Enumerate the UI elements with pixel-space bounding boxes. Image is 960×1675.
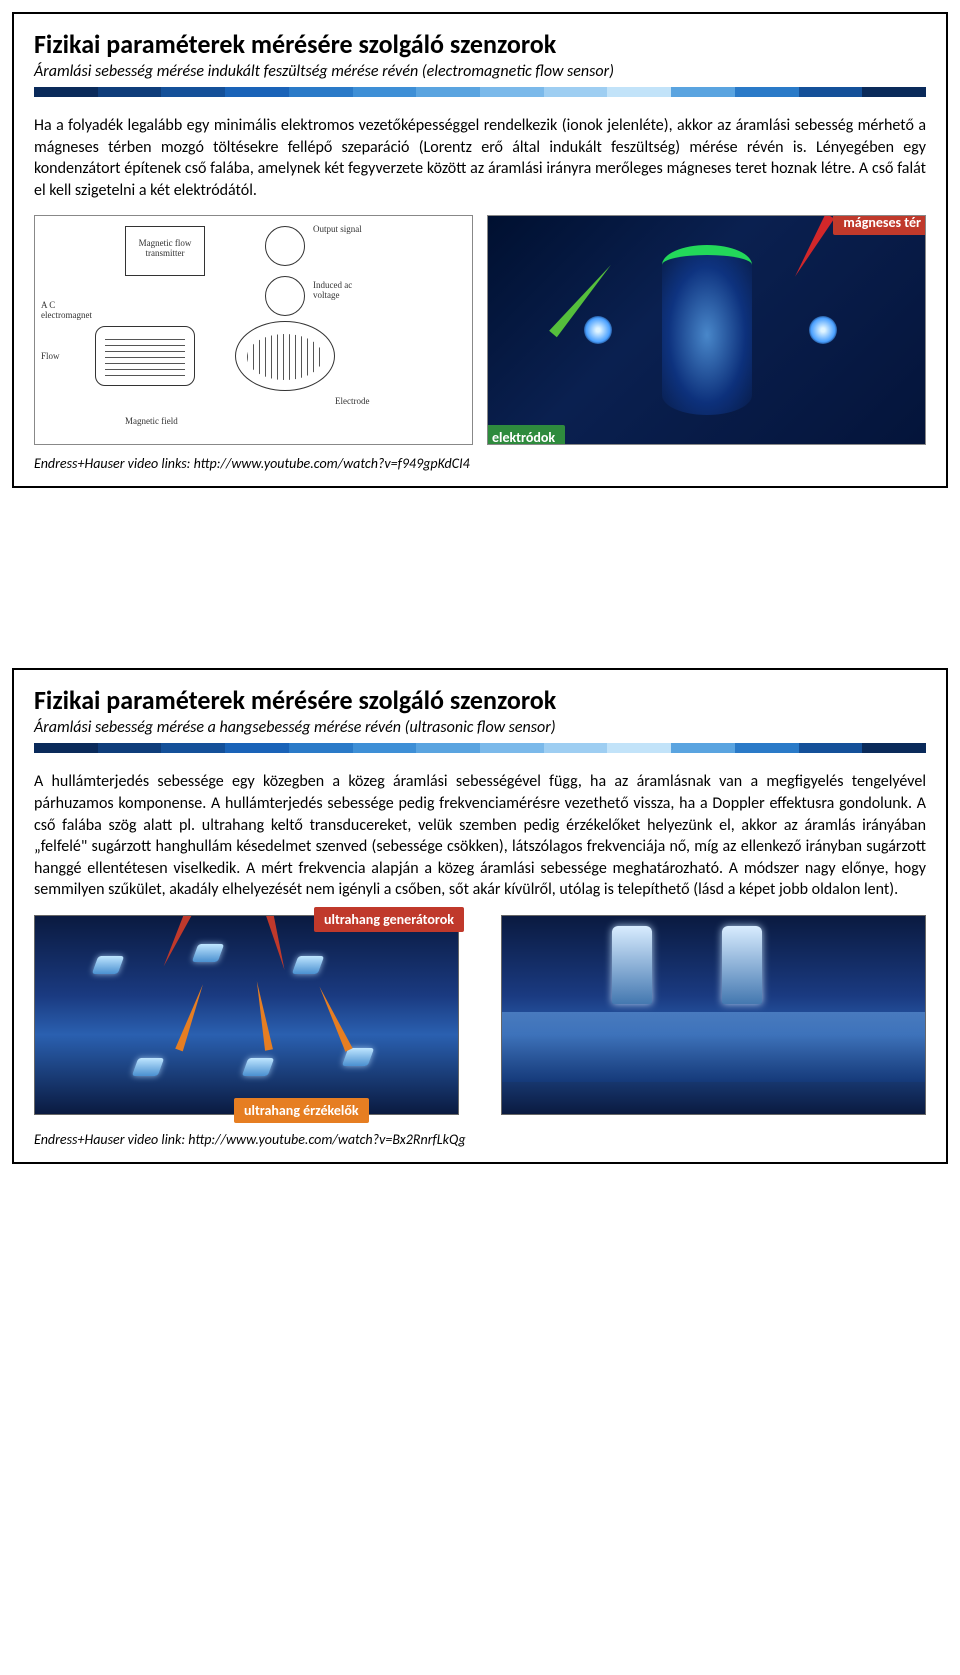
slide2-subtitle: Áramlási sebesség mérése a hangsebesség … — [34, 718, 926, 737]
label-ac-electro: A C electromagnet — [41, 300, 101, 320]
slide1-title: Fizikai paraméterek mérésére szolgáló sz… — [34, 28, 926, 60]
decorative-color-bar — [34, 87, 926, 97]
us-panel-inside — [34, 915, 459, 1115]
tag-ultrasound-sens: ultrahang érzékelők — [234, 1098, 369, 1123]
slide2-title: Fizikai paraméterek mérésére szolgáló sz… — [34, 684, 926, 716]
slide1-footer-link[interactable]: Endress+Hauser video links: http://www.y… — [34, 455, 926, 472]
slide1-body: Ha a folyadék legalább egy minimális ele… — [34, 115, 926, 201]
tag-magnetic-field: mágneses tér — [833, 215, 926, 235]
slide1-figures: Magnetic flow transmitter Output signal … — [34, 215, 926, 445]
tag-electrodes: elektródok — [487, 425, 565, 445]
slide2-figure-wrap: ultrahang generátorok — [34, 915, 926, 1115]
us-panel-outside — [501, 915, 926, 1115]
tag-ultrasound-gen: ultrahang generátorok — [314, 907, 464, 932]
label-magfield: Magnetic field — [125, 416, 178, 426]
slide-ultrasonic: Fizikai paraméterek mérésére szolgáló sz… — [12, 668, 948, 1164]
slide2-footer-link[interactable]: Endress+Hauser video link: http://www.yo… — [34, 1131, 926, 1148]
schematic-diagram: Magnetic flow transmitter Output signal … — [34, 215, 473, 445]
decorative-color-bar — [34, 743, 926, 753]
slide-electromagnetic: Fizikai paraméterek mérésére szolgáló sz… — [12, 12, 948, 488]
label-output: Output signal — [313, 224, 362, 234]
slide2-body: A hullámterjedés sebessége egy közegben … — [34, 771, 926, 901]
label-transmitter: Magnetic flow transmitter — [133, 238, 197, 258]
label-flow: Flow — [41, 351, 60, 361]
slide1-subtitle: Áramlási sebesség mérése indukált feszül… — [34, 62, 926, 81]
label-induced: Induced ac voltage — [313, 280, 373, 300]
label-electrode: Electrode — [335, 396, 369, 406]
render-3d: mágneses tér elektródok — [487, 215, 926, 445]
